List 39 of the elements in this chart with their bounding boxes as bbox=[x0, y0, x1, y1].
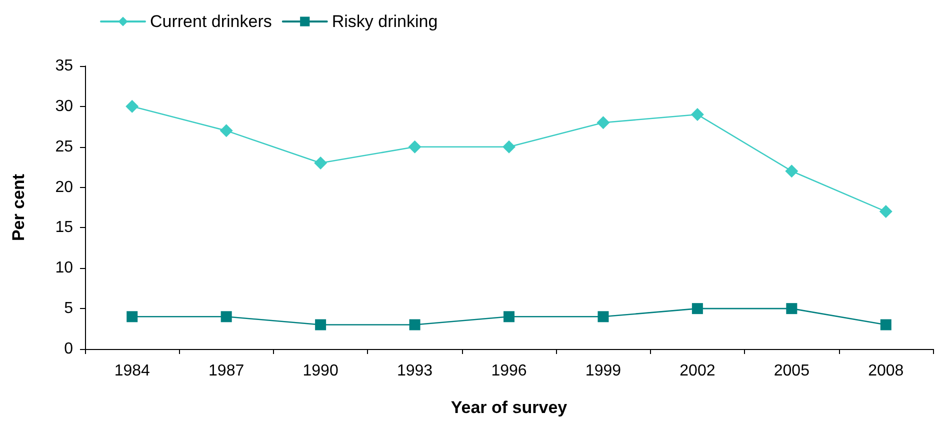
point bbox=[126, 100, 139, 113]
point bbox=[880, 319, 892, 330]
point bbox=[314, 156, 328, 170]
legend-label: Risky drinking bbox=[332, 12, 438, 31]
point bbox=[315, 319, 326, 330]
point bbox=[785, 164, 798, 178]
x-tick-label: 1984 bbox=[114, 362, 150, 380]
point bbox=[409, 319, 420, 330]
y-tick-label: 35 bbox=[55, 58, 74, 74]
point bbox=[220, 311, 232, 322]
y-tick-label: 5 bbox=[64, 300, 74, 318]
x-tick-label: 1996 bbox=[491, 362, 527, 380]
point bbox=[879, 205, 892, 218]
x-tick-label: 1999 bbox=[585, 362, 622, 380]
x-axis-title: Year of survey bbox=[450, 398, 568, 417]
x-tick-label: 2005 bbox=[774, 362, 810, 380]
y-tick-label: 20 bbox=[55, 178, 74, 196]
y-tick-label: 0 bbox=[64, 340, 74, 358]
x-tick-label: 1987 bbox=[208, 362, 244, 380]
legend-label: Current drinkers bbox=[150, 12, 272, 31]
x-tick-label: 1990 bbox=[302, 362, 338, 380]
y-tick-label: 30 bbox=[55, 98, 74, 115]
y-axis-title: Per cent bbox=[9, 174, 28, 242]
point bbox=[504, 311, 514, 322]
point bbox=[690, 108, 704, 122]
y-tick-label: 15 bbox=[55, 219, 74, 236]
point bbox=[220, 124, 233, 138]
point bbox=[786, 303, 798, 314]
point bbox=[692, 303, 703, 314]
point bbox=[596, 116, 610, 130]
y-tick-label: 25 bbox=[55, 138, 74, 156]
x-tick-label: 2002 bbox=[680, 362, 716, 380]
x-tick-label: 1993 bbox=[396, 362, 433, 380]
point bbox=[598, 311, 609, 322]
x-tick-label: 2008 bbox=[868, 362, 904, 380]
y-tick-label: 10 bbox=[55, 260, 74, 277]
point bbox=[126, 311, 138, 322]
point bbox=[408, 140, 422, 154]
point bbox=[502, 140, 516, 154]
